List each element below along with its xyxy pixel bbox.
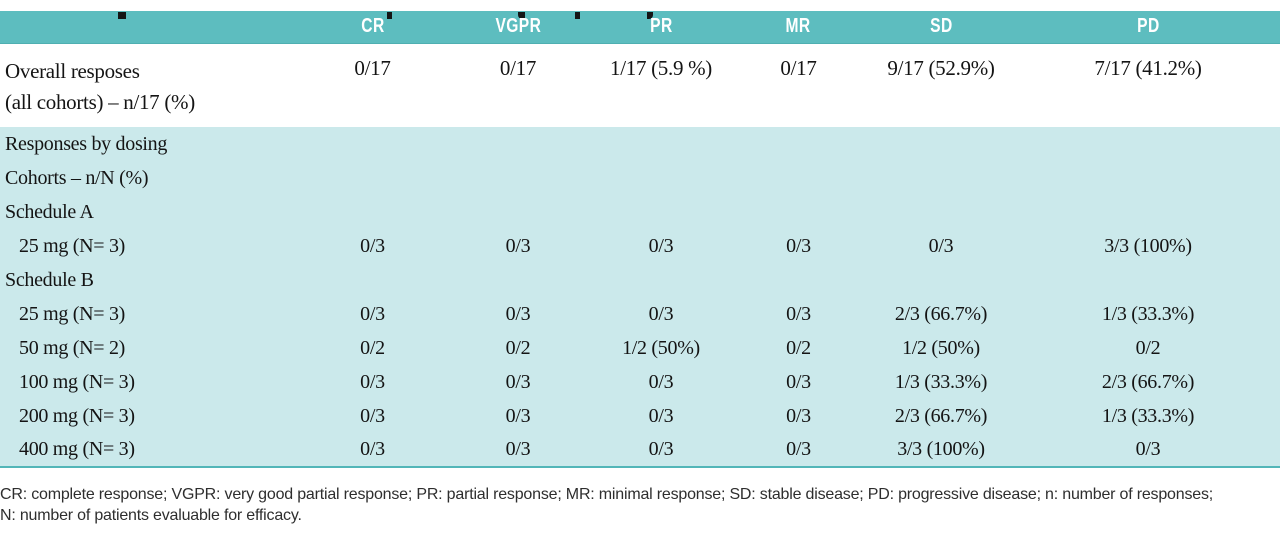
table-cell: 9/17 (52.9%) (887, 55, 995, 80)
table-cell: 0/3 (786, 370, 811, 393)
table-cell: 0/3 (648, 404, 674, 427)
table-row-schedule-b: Schedule B (0, 263, 1280, 297)
footnote-line1: CR: complete response; VGPR: very good p… (0, 486, 1213, 503)
table-cell: 1/3 (33.3%) (1101, 404, 1195, 427)
table-cell: 1/3 (33.3%) (1101, 302, 1195, 325)
table-cell: 0/3 (786, 404, 811, 427)
col-header-sd: SD (866, 11, 1016, 44)
row-label: Overall resposes (all cohorts) – n/17 (%… (0, 43, 300, 127)
table-cell: 0/3 (360, 302, 385, 325)
row-label: 25 mg (N= 3) (19, 302, 125, 325)
table-cell: 0/3 (300, 433, 445, 468)
row-label: 50 mg (N= 2) (19, 336, 125, 359)
table-cell: 0/3 (648, 370, 674, 393)
table-row-dose: 200 mg (N= 3) 0/3 0/3 0/3 0/3 2/3 (66.7%… (0, 399, 1280, 433)
clipped-title-fragment (518, 12, 525, 19)
row-label: Schedule B (5, 268, 94, 291)
col-header-pr: PR (591, 11, 731, 44)
row-label: 25 mg (N= 3) (19, 234, 125, 257)
table-cell: 7/17 (41.2%) (1094, 55, 1202, 80)
table-footnote: CR: complete response; VGPR: very good p… (0, 479, 1280, 526)
table-cell: 0/2 (360, 336, 385, 359)
col-header-mr: MR (731, 11, 866, 44)
table-row-dose: 100 mg (N= 3) 0/3 0/3 0/3 0/3 1/3 (33.3%… (0, 365, 1280, 399)
row-label-line2: (all cohorts) – n/17 (%) (5, 89, 195, 114)
table-cell: 0/3 (648, 302, 674, 325)
table-cell: 1/2 (50%) (902, 336, 980, 359)
row-label: Schedule A (5, 200, 94, 223)
table-cell: 0/3 (360, 234, 385, 257)
table-cell: 0/17 (499, 55, 537, 80)
table-cell: 1/17 (5.9 %) (610, 55, 712, 80)
table-row-overall: Overall resposes (all cohorts) – n/17 (%… (0, 43, 1280, 127)
table-row-schedule-a: Schedule A (0, 195, 1280, 229)
table-cell: 0/3 (786, 234, 811, 257)
table-cell: 0/3 (505, 234, 531, 257)
table-cell: 0/3 (1016, 433, 1280, 468)
table-cell: 0/2 (505, 336, 531, 359)
col-header-empty (0, 11, 300, 44)
col-header-cr: CR (300, 11, 445, 44)
table-cell: 0/3 (591, 433, 731, 468)
table-cell: 0/3 (360, 404, 385, 427)
table-row-dose: 25 mg (N= 3) 0/3 0/3 0/3 0/3 2/3 (66.7%)… (0, 297, 1280, 331)
row-label: 400 mg (N= 3) (0, 433, 300, 468)
clipped-title-fragment (575, 12, 580, 19)
response-table: CR VGPR PR MR SD PD Overall resposes (al… (0, 11, 1280, 468)
table-cell: 0/3 (928, 234, 954, 257)
col-header-pd: PD (1016, 11, 1280, 44)
row-label: 100 mg (N= 3) (19, 370, 135, 393)
table-cell: 0/3 (360, 370, 385, 393)
table-cell: 0/17 (780, 55, 817, 80)
clipped-title-fragment (118, 12, 126, 19)
col-header-vgpr: VGPR (445, 11, 591, 44)
clipped-title-fragment (387, 12, 392, 19)
table-cell: 0/17 (354, 55, 391, 80)
row-label: 200 mg (N= 3) (19, 404, 135, 427)
table-cell: 2/3 (66.7%) (894, 302, 988, 325)
table-cell: 3/3 (100%) (1104, 234, 1192, 257)
table-row-dose: 400 mg (N= 3) 0/3 0/3 0/3 0/3 3/3 (100%)… (0, 433, 1280, 468)
table-cell: 1/2 (50%) (622, 336, 700, 359)
table-row-section: Cohorts – n/N (%) (0, 161, 1280, 195)
row-label: Cohorts – n/N (%) (5, 166, 149, 189)
table-cell: 0/3 (505, 404, 531, 427)
table-cell: 2/3 (66.7%) (894, 404, 988, 427)
table-cell: 0/3 (786, 302, 811, 325)
table-cell: 0/3 (505, 370, 531, 393)
row-label-line1: Overall resposes (5, 58, 140, 83)
table-cell: 3/3 (100%) (866, 433, 1016, 468)
table-row-dose: 50 mg (N= 2) 0/2 0/2 1/2 (50%) 0/2 1/2 (… (0, 331, 1280, 365)
clipped-title-fragments (0, 11, 1280, 21)
table-cell: 0/3 (648, 234, 674, 257)
clipped-title-fragment (647, 12, 653, 19)
table-cell: 2/3 (66.7%) (1101, 370, 1195, 393)
table-cell: 0/3 (445, 433, 591, 468)
table-row-section: Responses by dosing (0, 127, 1280, 161)
footnote-line2: N: number of patients evaluable for effi… (0, 507, 302, 524)
header-row: CR VGPR PR MR SD PD (0, 11, 1280, 44)
table-cell: 0/2 (786, 336, 811, 359)
table-cell: 0/3 (505, 302, 531, 325)
table-cell: 1/3 (33.3%) (894, 370, 988, 393)
table-cell: 0/2 (1135, 336, 1161, 359)
table-cell: 0/3 (731, 433, 866, 468)
table-row-dose: 25 mg (N= 3) 0/3 0/3 0/3 0/3 0/3 3/3 (10… (0, 229, 1280, 263)
row-label: Responses by dosing (5, 132, 168, 155)
